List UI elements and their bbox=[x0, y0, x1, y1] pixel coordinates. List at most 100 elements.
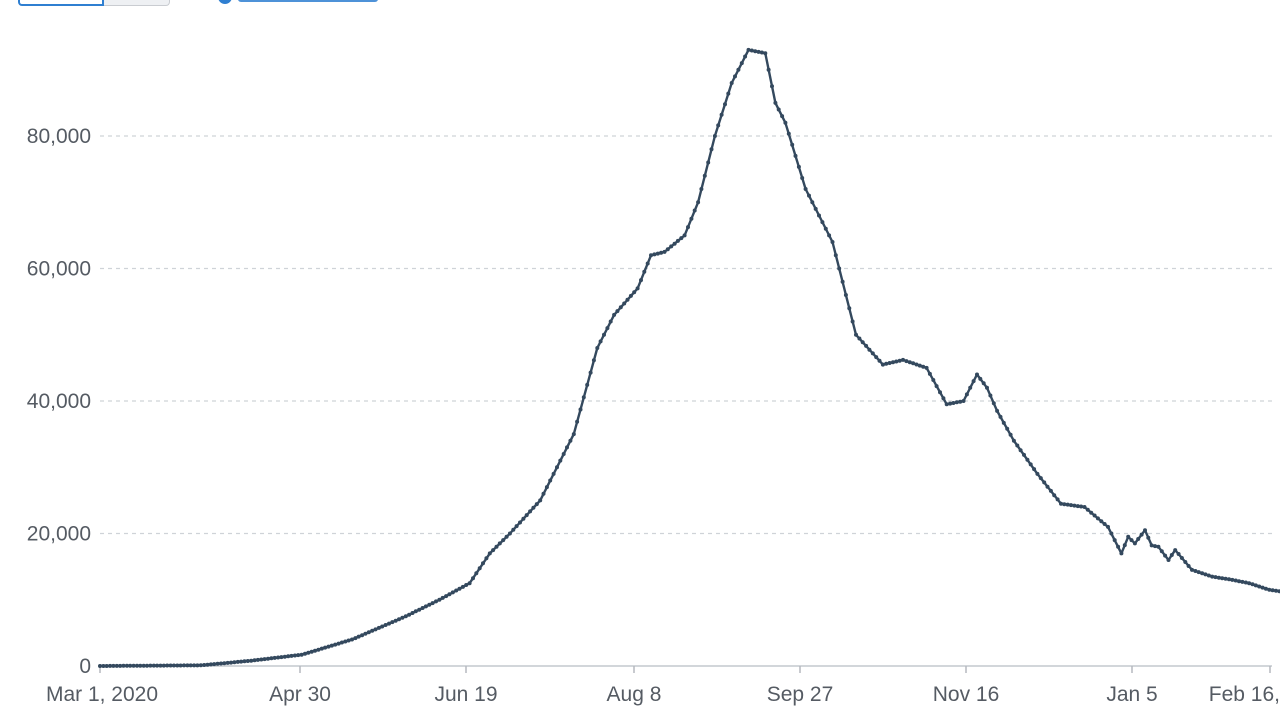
data-point[interactable] bbox=[269, 656, 274, 661]
data-point[interactable] bbox=[867, 347, 872, 352]
data-point[interactable] bbox=[393, 618, 398, 623]
data-point[interactable] bbox=[1072, 503, 1077, 508]
data-point[interactable] bbox=[907, 360, 912, 365]
data-point[interactable] bbox=[1018, 448, 1023, 453]
data-point[interactable] bbox=[245, 659, 250, 663]
data-point[interactable] bbox=[504, 534, 509, 539]
data-point[interactable] bbox=[914, 362, 919, 367]
data-point[interactable] bbox=[1186, 564, 1191, 568]
data-point[interactable] bbox=[1085, 507, 1090, 512]
data-point[interactable] bbox=[481, 561, 485, 566]
data-point[interactable] bbox=[813, 206, 818, 211]
data-point[interactable] bbox=[615, 309, 620, 314]
data-point[interactable] bbox=[339, 640, 344, 645]
data-point[interactable] bbox=[460, 584, 465, 589]
data-point[interactable] bbox=[292, 653, 297, 658]
data-point[interactable] bbox=[1153, 544, 1157, 549]
data-point[interactable] bbox=[753, 49, 758, 54]
data-point[interactable] bbox=[1193, 569, 1198, 573]
data-point[interactable] bbox=[625, 297, 630, 302]
data-point[interactable] bbox=[111, 663, 116, 668]
data-point[interactable] bbox=[672, 241, 677, 246]
data-point[interactable] bbox=[114, 663, 119, 668]
data-point[interactable] bbox=[511, 527, 516, 532]
data-point[interactable] bbox=[628, 293, 633, 298]
data-point[interactable] bbox=[168, 663, 173, 668]
data-point[interactable] bbox=[659, 250, 664, 255]
data-point[interactable] bbox=[1048, 488, 1053, 493]
data-point[interactable] bbox=[1022, 452, 1026, 457]
data-point[interactable] bbox=[350, 637, 354, 642]
data-point[interactable] bbox=[689, 216, 694, 221]
data-point[interactable] bbox=[971, 379, 976, 384]
data-point[interactable] bbox=[225, 660, 230, 665]
data-point[interactable] bbox=[171, 663, 176, 668]
data-point[interactable] bbox=[796, 164, 801, 169]
data-point[interactable] bbox=[719, 112, 724, 117]
data-point[interactable] bbox=[474, 571, 479, 576]
data-point[interactable] bbox=[329, 643, 334, 648]
data-point[interactable] bbox=[165, 663, 170, 668]
data-point[interactable] bbox=[155, 663, 160, 668]
data-point[interactable] bbox=[373, 627, 378, 632]
data-point[interactable] bbox=[988, 393, 993, 398]
data-point[interactable] bbox=[686, 225, 690, 230]
data-point[interactable] bbox=[1005, 426, 1010, 431]
data-point[interactable] bbox=[528, 509, 533, 514]
data-point[interactable] bbox=[605, 326, 610, 331]
data-point[interactable] bbox=[1183, 560, 1188, 564]
data-point[interactable] bbox=[262, 657, 267, 662]
data-point[interactable] bbox=[894, 359, 899, 364]
data-point[interactable] bbox=[494, 544, 499, 549]
data-point[interactable] bbox=[363, 631, 368, 636]
data-point[interactable] bbox=[1011, 438, 1016, 443]
data-point[interactable] bbox=[145, 663, 149, 668]
data-point[interactable] bbox=[457, 586, 462, 591]
data-point[interactable] bbox=[941, 396, 946, 401]
data-point[interactable] bbox=[1166, 558, 1171, 562]
data-point[interactable] bbox=[1038, 476, 1043, 481]
data-point[interactable] bbox=[1270, 588, 1275, 593]
data-point[interactable] bbox=[484, 556, 489, 561]
data-point[interactable] bbox=[497, 541, 502, 546]
data-point[interactable] bbox=[101, 664, 106, 668]
data-point[interactable] bbox=[188, 663, 193, 668]
data-point[interactable] bbox=[471, 576, 475, 581]
data-point[interactable] bbox=[773, 100, 778, 105]
data-point[interactable] bbox=[709, 147, 714, 152]
data-point[interactable] bbox=[857, 336, 862, 341]
data-point[interactable] bbox=[423, 604, 428, 609]
data-point[interactable] bbox=[924, 365, 929, 370]
data-point[interactable] bbox=[447, 592, 452, 597]
data-point[interactable] bbox=[1196, 570, 1201, 575]
data-point[interactable] bbox=[729, 81, 734, 85]
data-point[interactable] bbox=[575, 419, 580, 424]
data-point[interactable] bbox=[323, 645, 328, 650]
data-point[interactable] bbox=[124, 663, 129, 668]
data-point[interactable] bbox=[138, 663, 143, 668]
data-point[interactable] bbox=[1233, 578, 1238, 583]
data-point[interactable] bbox=[370, 628, 375, 633]
data-point[interactable] bbox=[1075, 504, 1080, 509]
data-point[interactable] bbox=[1092, 513, 1097, 518]
data-point[interactable] bbox=[981, 381, 986, 386]
data-point[interactable] bbox=[951, 401, 956, 405]
data-point[interactable] bbox=[477, 566, 482, 571]
data-point[interactable] bbox=[1257, 584, 1262, 589]
data-point[interactable] bbox=[790, 142, 795, 147]
data-point[interactable] bbox=[353, 636, 358, 641]
data-point[interactable] bbox=[904, 359, 909, 364]
data-point[interactable] bbox=[746, 47, 751, 52]
data-point[interactable] bbox=[400, 615, 405, 620]
data-point[interactable] bbox=[182, 663, 186, 668]
data-point[interactable] bbox=[555, 465, 559, 470]
data-point[interactable] bbox=[995, 408, 1000, 413]
data-point[interactable] bbox=[403, 614, 408, 619]
data-point[interactable] bbox=[833, 253, 838, 258]
data-point[interactable] bbox=[1045, 484, 1050, 489]
data-point[interactable] bbox=[215, 661, 220, 666]
data-point[interactable] bbox=[1169, 553, 1174, 557]
data-point[interactable] bbox=[870, 351, 875, 356]
data-point[interactable] bbox=[665, 247, 670, 252]
data-point[interactable] bbox=[931, 378, 936, 382]
